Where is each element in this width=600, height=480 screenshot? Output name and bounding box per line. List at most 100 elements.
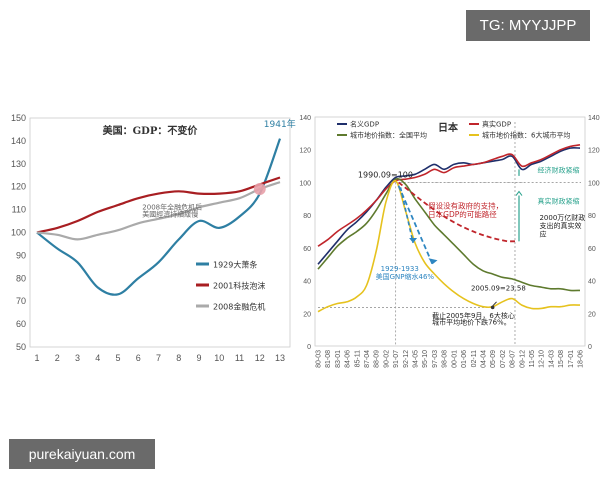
chart1-x-tick: 12 xyxy=(255,353,265,363)
chart2-x-tick: 94-05 xyxy=(413,350,420,368)
chart1-x-tick: 11 xyxy=(235,353,244,363)
chart2-y-tick-right: 0 xyxy=(588,344,592,351)
chart2-y-tick-right: 20 xyxy=(588,311,596,318)
chart2-series-line-3 xyxy=(317,177,581,292)
watermark-top: TG: MYYJJPP xyxy=(466,10,590,41)
chart2-gnp-arrow-head-2 xyxy=(409,237,418,243)
chart2-frame xyxy=(314,116,586,347)
chart2-bracket-2-head xyxy=(515,190,523,196)
chart1-y-tick: 120 xyxy=(11,182,26,192)
chart2-x-tick: 04-04 xyxy=(480,350,487,368)
chart2-x-tick: 01-06 xyxy=(461,350,468,368)
chart2-x-tick: 02-11 xyxy=(471,350,478,367)
chart1-y-tick: 150 xyxy=(11,113,26,123)
chart2-legend-label-3: 城市地价指数：全国平均 xyxy=(350,131,427,140)
chart1-x-tick: 10 xyxy=(214,353,224,363)
chart2-y-tick-right: 140 xyxy=(588,115,600,122)
chart2-y-tick-left: 0 xyxy=(307,344,311,351)
chart1-y-tick: 110 xyxy=(12,205,26,215)
watermark-bottom: purekaiyuan.com xyxy=(9,439,155,469)
chart2-annotation-fiscal-3: 2000万亿财政 xyxy=(539,213,585,222)
chart1-frame xyxy=(29,117,291,348)
chart1-x-tick: 13 xyxy=(275,353,285,363)
chart2-series-line-1 xyxy=(317,147,581,265)
chart1-x-tick: 2 xyxy=(55,353,60,363)
chart2-x-tick: 81-08 xyxy=(325,350,332,368)
chart1-y-tick: 50 xyxy=(16,342,26,352)
chart2-x-tick: 98-08 xyxy=(442,350,449,368)
chart2-x-tick: 14-03 xyxy=(548,350,555,368)
chart2-counterfactual-path xyxy=(398,181,515,243)
chart2-x-tick: 95-10 xyxy=(422,350,429,368)
chart2-series-line-4 xyxy=(317,179,581,313)
chart1-x-tick: 9 xyxy=(196,353,201,363)
chart2-y-tick-left: 80 xyxy=(303,213,311,220)
chart2-annotation-counterfactual-1: 假设没有政府的支持， xyxy=(428,201,503,211)
chart2-x-tick: 07-02 xyxy=(500,350,507,368)
chart2-x-tick: 83-01 xyxy=(335,350,342,368)
chart1-y-tick: 60 xyxy=(16,319,26,329)
chart2-x-tick: 84-06 xyxy=(345,350,352,368)
chart2-x-tick: 90-02 xyxy=(383,350,390,368)
chart1-x-tick: 3 xyxy=(75,353,80,363)
chart1-x-tick: 6 xyxy=(136,353,141,363)
chart1-annotation-1941: 1941年 xyxy=(264,118,296,130)
chart2-x-tick: 11-05 xyxy=(529,350,536,367)
chart2-y-tick-left: 120 xyxy=(299,148,311,155)
chart1-x-tick: 7 xyxy=(156,353,161,363)
chart2-legend-label-2: 真实GDP xyxy=(482,120,511,129)
chart2-x-tick: 92-12 xyxy=(403,350,410,368)
chart1-y-tick: 140 xyxy=(11,136,26,146)
chart2-y-tick-right: 100 xyxy=(588,180,600,187)
chart2-y-tick-right: 120 xyxy=(588,148,600,155)
chart2-annotation-gnp-1: 1929-1933 xyxy=(381,265,419,273)
chart2-gnp-arrow-head xyxy=(428,258,438,265)
chart2-annotation-gnp-2: 美国GNP缩水46% xyxy=(376,272,435,281)
chart2-y-tick-left: 40 xyxy=(303,279,311,286)
chart2-x-tick: 87-04 xyxy=(364,350,371,368)
chart2-gnp-arrow-line-2 xyxy=(399,187,414,244)
chart2-y-tick-right: 40 xyxy=(588,279,596,286)
chart2-x-tick: 18-06 xyxy=(578,350,585,368)
chart2-x-tick: 88-09 xyxy=(374,350,381,368)
chart2-y-tick-left: 20 xyxy=(303,311,311,318)
chart1-y-tick: 80 xyxy=(16,273,26,283)
chart2-annotation-fiscal-2: 真实财政紧缩 xyxy=(537,197,579,206)
chart1-highlight-marker xyxy=(253,182,266,195)
chart1-annotation-line1: 2008年全融危机后 xyxy=(142,203,202,212)
chart1-series-line-3 xyxy=(36,181,281,241)
chart2-x-tick: 12-10 xyxy=(539,350,546,368)
chart2-title: 日本 xyxy=(438,121,459,134)
chart2-x-tick: 05-09 xyxy=(490,350,497,368)
chart1-title: 美国：GDP：不变价 xyxy=(103,124,199,137)
chart2-annotation-counterfactual-2: 日本GDP的可能路径 xyxy=(428,209,497,219)
chart2-y-tick-right: 60 xyxy=(588,246,596,253)
chart2-annotation-2005: 2005.09=23.58 xyxy=(471,284,526,292)
chart2-x-tick: 08-07 xyxy=(510,350,517,368)
chart2-x-tick: 00-01 xyxy=(451,350,458,368)
chart1-x-tick: 1 xyxy=(34,353,39,363)
chart2-annotation-fiscal-4: 支出的真实效 xyxy=(539,221,581,230)
chart1-x-tick: 4 xyxy=(95,353,100,363)
chart1-annotation-line2: 美國經濟持續緩慢 xyxy=(142,209,198,218)
chart1-y-tick: 130 xyxy=(11,159,26,169)
chart2-legend-label-4: 城市地价指数：6大城市平均 xyxy=(482,131,570,140)
chart1-x-tick: 5 xyxy=(115,353,120,363)
chart2-x-tick: 91-07 xyxy=(393,350,400,368)
chart2-x-tick: 80-03 xyxy=(316,350,323,368)
chart2-2005-pointer xyxy=(492,301,497,307)
chart2-annotation-land-1: 截止2005年9月，6大核心 xyxy=(432,311,515,320)
chart1-series-line-1 xyxy=(36,138,282,296)
chart2-annotation-land-2: 城市平均地价下跌76%。 xyxy=(432,318,511,327)
chart1-legend-label-2: 2001科技泡沫 xyxy=(213,281,265,291)
chart2-gnp-arrow-line xyxy=(397,185,434,265)
chart2-x-tick: 17-01 xyxy=(568,350,575,368)
chart1-y-tick: 70 xyxy=(16,296,26,306)
chart2-x-tick: 97-03 xyxy=(432,350,439,368)
chart2-annotation-base: 1990.09=100 xyxy=(358,171,413,180)
chart2-annotation-fiscal-1: 经济财政紧缩 xyxy=(537,166,579,175)
chart2-x-tick: 09-12 xyxy=(519,350,526,368)
chart2-x-tick: 85-11 xyxy=(354,350,361,367)
chart2-x-tick: 15-08 xyxy=(558,350,565,368)
